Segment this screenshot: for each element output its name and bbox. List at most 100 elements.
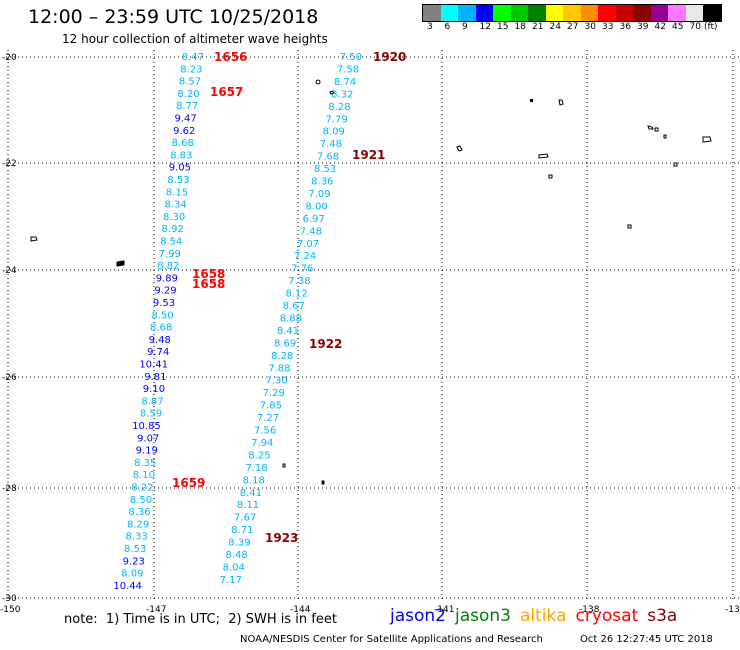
swh-value: 9.81 [144, 372, 166, 383]
lat-tick-label: -20 [2, 53, 17, 63]
scale-label: 27 [567, 22, 579, 32]
scale-label: 6 [444, 22, 451, 32]
swh-value: 10.85 [132, 421, 161, 432]
swh-value: 8.35 [134, 458, 156, 469]
lon-tick-label: -144 [290, 605, 311, 615]
swh-value: 8.88 [280, 313, 302, 324]
swh-value: 9.05 [169, 163, 191, 174]
swh-value: 8.25 [248, 450, 270, 461]
scale-swatch [668, 5, 686, 21]
swh-value: 8.23 [180, 64, 202, 75]
swh-value: 7.99 [159, 249, 181, 260]
swh-value: 8.28 [271, 351, 293, 362]
axis-tick-labels: -20 -22 -24 -26 -28 -30-150 -147 -144 -141 -138 -1… [0, 53, 740, 615]
island [673, 162, 678, 167]
swh-value: 7.79 [325, 114, 347, 125]
swh-value: 8.09 [323, 127, 345, 138]
scale-label: 30 [584, 22, 596, 32]
island [647, 125, 654, 130]
scale-label: 39 [637, 22, 649, 32]
swh-value: 8.48 [225, 550, 247, 561]
scale-label: 36 [619, 22, 631, 32]
swh-value: 9.89 [156, 273, 178, 284]
pass-time-label: 1658 [192, 277, 225, 291]
swh-value: 7.07 [297, 239, 319, 250]
scale-label: 21 [532, 22, 544, 32]
mission-cryosat: cryosat [575, 606, 639, 626]
swh-value: 6.97 [303, 214, 325, 225]
island [663, 134, 667, 139]
swh-value: 8.09 [121, 569, 143, 580]
scale-label: 45 [672, 22, 684, 32]
pass-time-label: 1659 [172, 476, 205, 490]
swh-value: 8.50 [151, 310, 173, 321]
swh-value: 8.41 [277, 326, 299, 337]
swh-value: 8.54 [160, 237, 182, 248]
scale-swatch [545, 5, 563, 21]
pass-time-label: 1657 [210, 85, 243, 99]
lon-tick-label: -141 [434, 605, 454, 615]
mission-s3a: s3a [647, 606, 678, 626]
credit-line: NOAA/NESDIS Center for Satellite Applica… [240, 634, 543, 645]
swh-value: 8.15 [166, 187, 188, 198]
swh-value: 8.68 [150, 323, 172, 334]
scale-swatch [440, 5, 458, 21]
scale-swatch [633, 5, 651, 21]
swh-value: 7.09 [308, 189, 330, 200]
island [315, 79, 321, 85]
mission-legend: jason2 jason3 altika cryosat s3a [390, 606, 686, 626]
swh-value: 8.36 [311, 177, 333, 188]
map-subtitle: 12 hour collection of altimeter wave hei… [62, 32, 328, 46]
swh-value: 8.87 [141, 396, 163, 407]
scale-swatch [458, 5, 476, 21]
track-1920-1923: 7.507.588.748.328.287.798.097.487.688.53… [220, 52, 362, 586]
swh-value: 7.48 [320, 139, 342, 150]
swh-value: 9.07 [137, 433, 159, 444]
scale-swatch [528, 5, 546, 21]
swh-value: 8.10 [133, 470, 155, 481]
swh-value: 8.33 [126, 532, 148, 543]
island [558, 99, 564, 106]
swh-value: 9.10 [143, 384, 165, 395]
swh-value: 7.24 [294, 251, 316, 262]
lat-tick-label: -30 [2, 594, 17, 604]
scale-swatch [493, 5, 511, 21]
swh-value: 8.11 [237, 500, 259, 511]
swh-value: 7.17 [220, 575, 242, 586]
island [321, 480, 325, 485]
swh-value: 7.29 [263, 388, 285, 399]
mission-altika: altika [520, 606, 567, 626]
scale-swatch [650, 5, 668, 21]
scale-label: 12 [479, 22, 491, 32]
scale-label: (ft) [704, 22, 718, 32]
swh-value: 9.23 [123, 556, 145, 567]
map-title: 12:00 – 23:59 UTC 10/25/2018 [28, 6, 319, 28]
swh-value: 7.56 [254, 426, 276, 437]
swh-value: 8.41 [240, 488, 262, 499]
swh-value: 7.48 [300, 226, 322, 237]
lon-tick-label: -150 [0, 605, 21, 615]
pass-time-label: 1921 [352, 148, 385, 162]
island [538, 153, 549, 159]
scale-swatch [615, 5, 633, 21]
pass-time-label: 1923 [265, 531, 298, 545]
scale-label: 3 [427, 22, 433, 32]
scale-swatch [475, 5, 493, 21]
pass-time-label: 1922 [309, 337, 342, 351]
island [654, 127, 659, 132]
lat-tick-label: -26 [2, 373, 17, 383]
swh-value: 8.47 [182, 52, 204, 63]
swh-value: 7.68 [317, 152, 339, 163]
swh-value: 7.76 [291, 264, 313, 275]
scale-swatch [563, 5, 581, 21]
swh-value: 7.30 [265, 376, 287, 387]
swh-value: 8.20 [177, 89, 199, 100]
swh-value: 8.32 [331, 89, 353, 100]
swh-value: 9.29 [154, 286, 176, 297]
scale-label: 42 [654, 22, 666, 32]
swh-value: 8.53 [124, 544, 146, 555]
scale-label: 24 [549, 22, 561, 32]
swh-value: 8.77 [176, 101, 198, 112]
island [702, 136, 712, 143]
mission-jason3: jason3 [455, 606, 511, 626]
